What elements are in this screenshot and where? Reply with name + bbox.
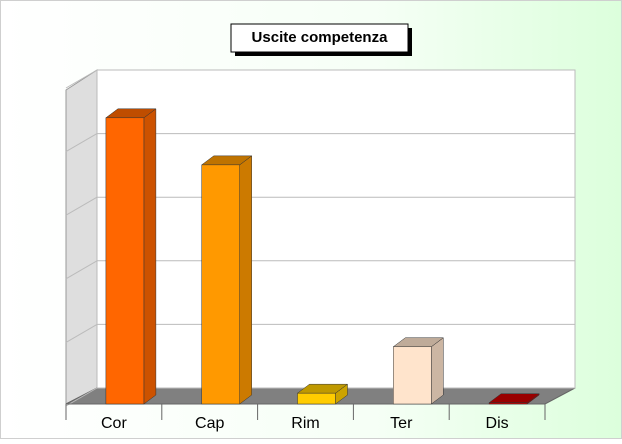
title-box [230,23,409,53]
x-tick-label: Cap [195,415,224,432]
bar-side [239,155,252,405]
bar [297,392,336,405]
bar-side [431,337,444,405]
back-wall [96,69,576,389]
chart-title: Uscite competenza [252,29,389,46]
x-tick-label: Rim [291,415,319,432]
bar-side [143,108,157,405]
grid-line [65,196,98,216]
bar [105,117,145,405]
x-tick-label: Ter [390,415,413,432]
grid-line [65,69,98,89]
grid-line [65,387,98,407]
bar [488,402,528,405]
bar [201,164,240,405]
bar [393,346,432,405]
x-tick-label: Cor [101,415,127,432]
grid-line [65,323,98,343]
x-tick-label: Dis [486,415,509,432]
left-wall [65,69,98,405]
grid-line [65,260,98,280]
grid-line [65,133,98,153]
